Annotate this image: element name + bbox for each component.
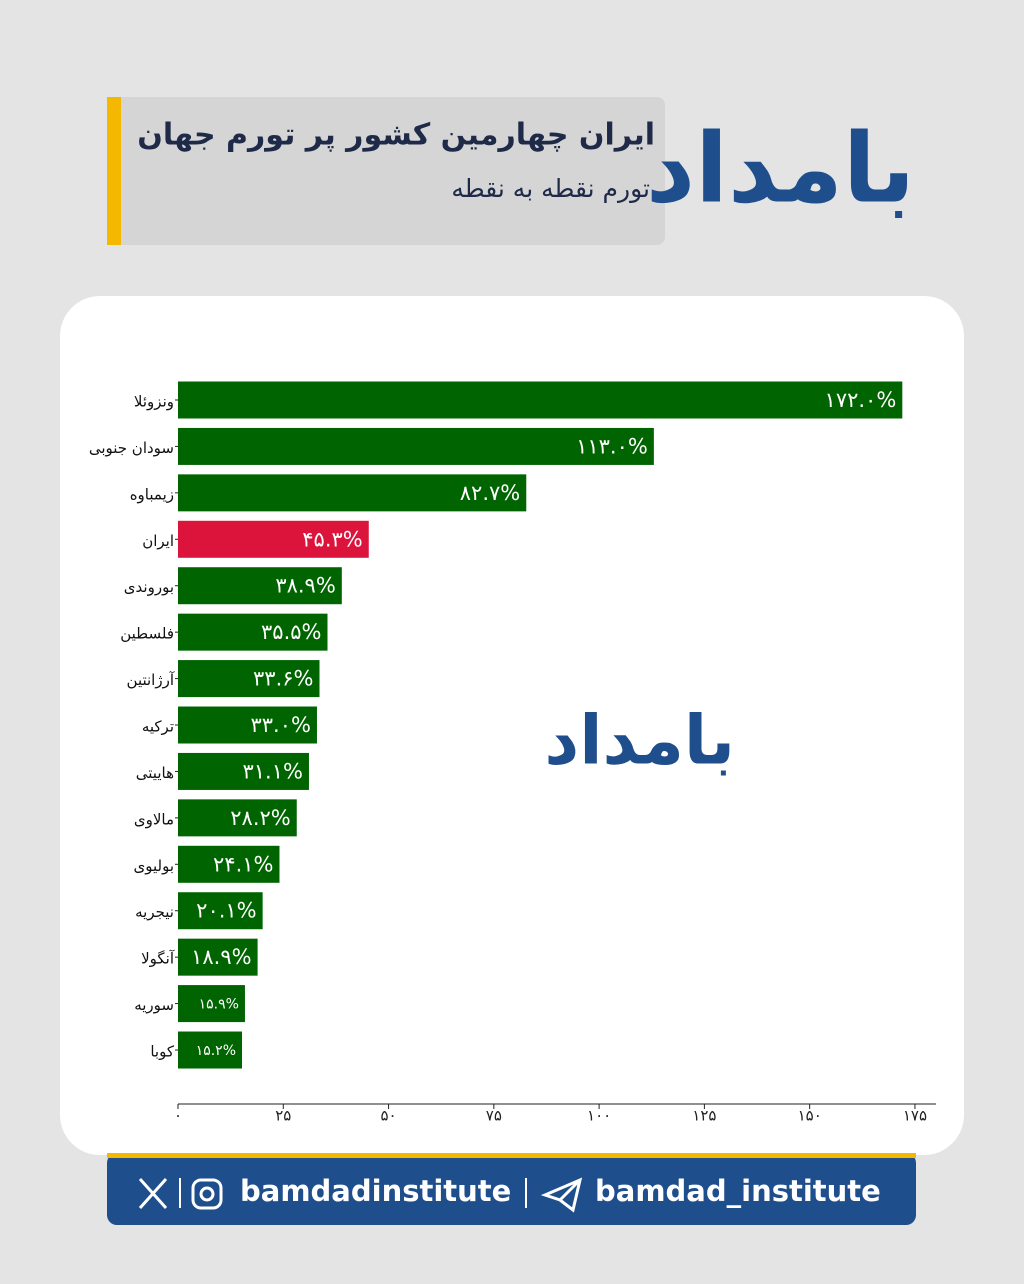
logo: بامداد (646, 112, 915, 224)
bar (178, 706, 317, 744)
y-tick-label: بولیوی (133, 857, 174, 875)
bar (178, 567, 342, 605)
y-tick-label: ایران (142, 532, 174, 550)
instagram-icon (191, 1178, 223, 1210)
x-tick-label: ۱۰۰ (587, 1107, 611, 1125)
y-tick-label: نیجریه (135, 903, 174, 921)
bar (178, 938, 258, 976)
value-label: ۳۵.۵% (261, 620, 321, 644)
bar (178, 613, 328, 651)
y-tick-label: بوروندی (124, 578, 174, 596)
y-tick-label: ونزوئلا (134, 393, 174, 411)
telegram-icon (540, 1177, 583, 1213)
bar (178, 381, 903, 419)
value-label: ۳۸.۹% (275, 574, 335, 598)
x-tick-label: ۰ (174, 1107, 182, 1125)
bar (178, 474, 527, 512)
value-label: ۱۵.۲% (196, 1043, 236, 1059)
instagram-lens (199, 1186, 215, 1202)
footer-handle: bamdad_institute (595, 1174, 881, 1208)
y-tick-label: فلسطین (120, 625, 174, 643)
bar (178, 752, 309, 790)
y-tick-label: مالاوی (134, 810, 174, 828)
y-tick-label: زیمباوه (130, 485, 174, 503)
watermark-logo: بامداد (544, 702, 735, 781)
x-tick-label: ۷۵ (486, 1107, 502, 1125)
y-tick-label: کوبا (150, 1043, 174, 1061)
bar (178, 892, 263, 930)
footer-handle: bamdadinstitute (240, 1174, 511, 1208)
title: ایران چهارمین کشور پر تورم جهان (137, 118, 655, 153)
bar (178, 985, 245, 1023)
value-label: ۲۸.۲% (230, 806, 290, 830)
value-label: ۱۵.۹% (199, 997, 239, 1013)
bar (178, 1031, 243, 1069)
y-tick-label: سوریه (134, 996, 174, 1014)
footer-bar (107, 1153, 916, 1225)
footer-accent (107, 1153, 916, 1158)
bar (178, 520, 369, 558)
value-label: ۱۷۲.۰% (825, 388, 897, 412)
value-label: ۴۵.۳% (302, 527, 362, 551)
value-label: ۳۳.۰% (250, 713, 310, 737)
value-label: ۲۰.۱% (196, 899, 256, 923)
x-tick-label: ۱۵۰ (798, 1107, 822, 1125)
header-accent (107, 97, 121, 245)
y-tick-label: سودان جنوبی (89, 439, 174, 457)
subtitle: تورم نقطه به نقطه (451, 174, 650, 203)
x-tick-label: ۲۵ (275, 1107, 291, 1125)
value-label: ۳۳.۶% (253, 667, 313, 691)
y-tick-label: آنگولا (141, 950, 175, 968)
value-label: ۸۲.۷% (460, 481, 520, 505)
value-label: ۲۴.۱% (213, 852, 273, 876)
y-tick-label: ترکیه (142, 718, 174, 736)
y-tick-label: آرژانتین (127, 671, 175, 689)
value-label: ۱۱۳.۰% (576, 434, 648, 458)
bar (178, 427, 654, 465)
value-label: ۳۱.۱% (242, 759, 302, 783)
x-tick-label: ۱۲۵ (692, 1107, 716, 1125)
header-box (107, 97, 665, 245)
value-label: ۱۸.۹% (191, 945, 251, 969)
bar (178, 799, 297, 837)
x-tick-label: ۱۷۵ (903, 1107, 927, 1125)
x-tick-label: ۵۰ (380, 1107, 396, 1125)
bar (178, 845, 280, 883)
x-icon (138, 1177, 168, 1210)
social-icons (138, 1177, 583, 1213)
bar (178, 660, 320, 698)
y-tick-label: هاییتی (136, 764, 174, 782)
